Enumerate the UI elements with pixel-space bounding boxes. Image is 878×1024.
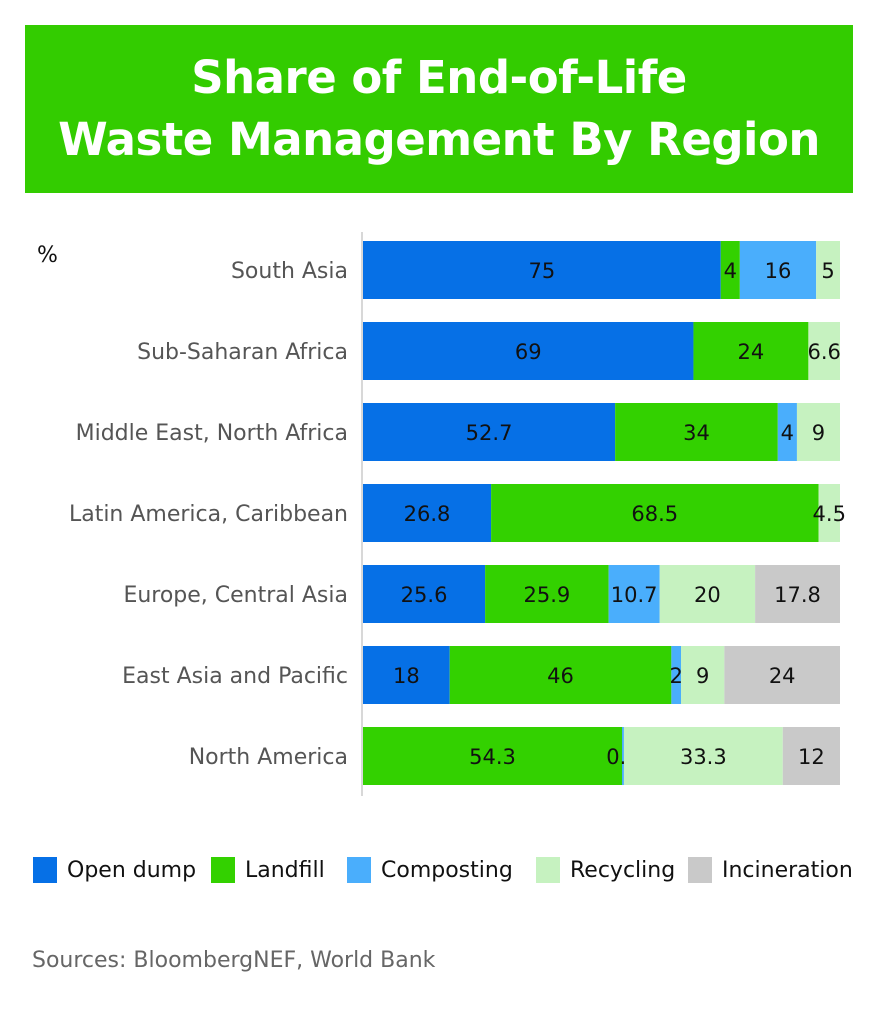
bar-segment <box>363 241 721 299</box>
bar-segment <box>816 241 840 299</box>
bar-segment <box>782 727 840 785</box>
data-label: 4 <box>781 421 794 445</box>
data-label: 16 <box>765 259 792 283</box>
data-label: 9 <box>812 421 825 445</box>
unit-label: % <box>37 243 58 268</box>
category-label: East Asia and Pacific <box>122 664 348 689</box>
chart-title: Share of End-of-Life Waste Management By… <box>58 51 820 166</box>
category-label: North America <box>189 745 348 770</box>
data-label: 33.3 <box>680 745 727 769</box>
data-label: 25.6 <box>401 583 448 607</box>
data-label: 10.7 <box>611 583 658 607</box>
bar-segment <box>363 727 623 785</box>
legend-label: Landfill <box>245 857 325 883</box>
source-note: Sources: BloombergNEF, World Bank <box>32 948 436 973</box>
legend-item: Landfill <box>211 857 325 883</box>
bar-segment <box>363 646 450 704</box>
data-label: 34 <box>683 421 710 445</box>
bar-segment <box>818 484 840 542</box>
legend-item: Composting <box>347 857 513 883</box>
data-label: 46 <box>547 664 574 688</box>
bar-segment <box>777 403 797 461</box>
legend-label: Composting <box>381 857 513 883</box>
data-label: 69 <box>515 340 542 364</box>
data-label: 6.6 <box>807 340 840 364</box>
bar-segment <box>363 565 486 623</box>
category-label: South Asia <box>231 259 348 284</box>
bar-segment <box>739 241 817 299</box>
legend-item: Incineration <box>688 857 853 883</box>
bar-segment <box>363 484 492 542</box>
data-label: 9 <box>696 664 709 688</box>
bar-segment <box>808 322 840 380</box>
bar-segment <box>671 646 681 704</box>
legend-swatch <box>347 857 371 883</box>
data-label: 4 <box>724 259 737 283</box>
bar-segment <box>622 727 624 785</box>
data-label: 24 <box>738 340 765 364</box>
category-label: Latin America, Caribbean <box>69 502 348 527</box>
category-label: Europe, Central Asia <box>123 583 348 608</box>
bar-segment <box>724 646 840 704</box>
bar-segment <box>755 565 840 623</box>
data-label: 52.7 <box>466 421 513 445</box>
data-label: 12 <box>798 745 825 769</box>
legend-label: Open dump <box>67 857 197 883</box>
bar-segment <box>491 484 819 542</box>
legend-swatch <box>33 857 57 883</box>
bar-segment <box>681 646 725 704</box>
legend-swatch <box>536 857 560 883</box>
legend-item: Recycling <box>536 857 675 883</box>
data-label: 2 <box>669 664 682 688</box>
legend-label: Recycling <box>570 857 676 883</box>
category-label: Middle East, North Africa <box>76 421 348 446</box>
legend-label: Incineration <box>722 857 853 883</box>
data-label: 20 <box>694 583 721 607</box>
legend-swatch <box>688 857 712 883</box>
legend-item: Open dump <box>33 857 196 883</box>
legend-swatch <box>211 857 235 883</box>
data-label: 25.9 <box>524 583 571 607</box>
data-label: 68.5 <box>631 502 678 526</box>
data-label: 54.3 <box>469 745 516 769</box>
data-label: 75 <box>529 259 556 283</box>
bar-segment <box>623 727 783 785</box>
bar-segment <box>615 403 778 461</box>
bar-segment <box>659 565 756 623</box>
data-label: 26.8 <box>404 502 451 526</box>
bar-segment <box>720 241 740 299</box>
bar-segment <box>796 403 840 461</box>
data-label: 4.5 <box>813 502 846 526</box>
data-label: 17.8 <box>774 583 821 607</box>
data-label: 24 <box>769 664 796 688</box>
bar-segment <box>363 403 616 461</box>
bar-segment <box>608 565 660 623</box>
bar-segment <box>693 322 809 380</box>
data-label: 18 <box>393 664 420 688</box>
bar-segment <box>449 646 672 704</box>
category-label: Sub-Saharan Africa <box>137 340 348 365</box>
title-banner: Share of End-of-Life Waste Management By… <box>25 25 853 193</box>
bar-segment <box>485 565 609 623</box>
data-label: 5 <box>821 259 834 283</box>
bar-segment <box>363 322 694 380</box>
